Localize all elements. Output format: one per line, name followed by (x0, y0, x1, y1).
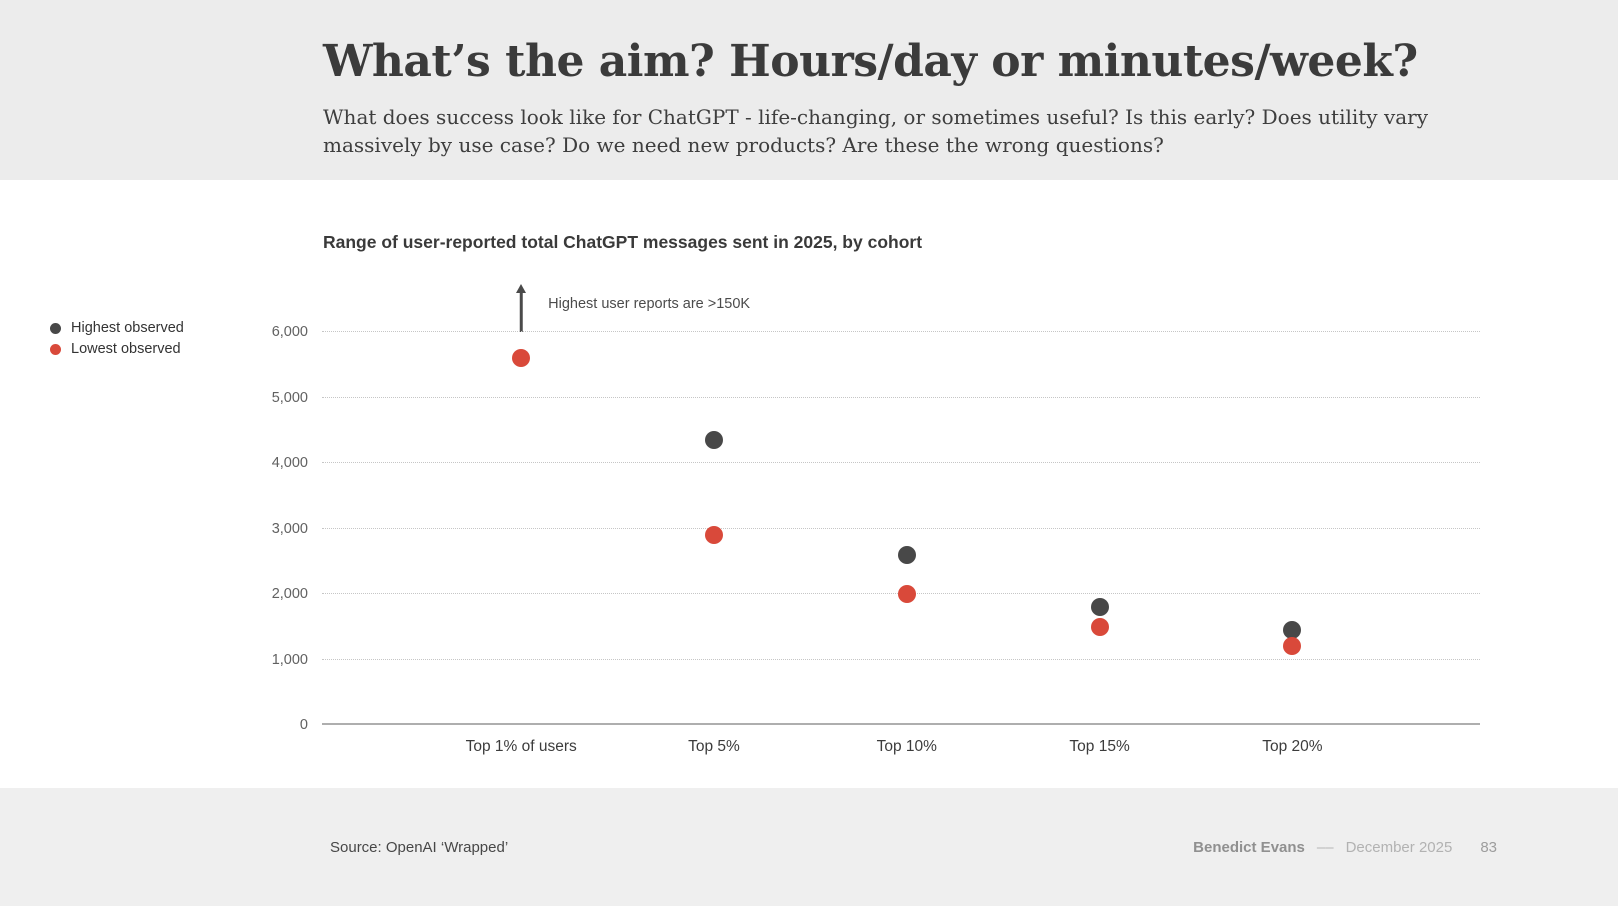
chart-legend: Highest observed Lowest observed (50, 320, 184, 357)
data-point (897, 545, 916, 564)
chart-section: Range of user-reported total ChatGPT mes… (0, 180, 1618, 788)
arrow-shaft (519, 291, 523, 332)
slide-header: What’s the aim? Hours/day or minutes/wee… (0, 0, 1618, 180)
y-axis-tick-label: 6,000 (271, 324, 308, 340)
x-axis-label: Top 5% (688, 738, 740, 755)
y-axis-tick-label: 2,000 (271, 586, 308, 603)
gridline: 6,000 (272, 324, 1480, 340)
slide-subtitle: What does success look like for ChatGPT … (323, 104, 1429, 157)
y-axis-tick-label: 0 (299, 717, 308, 733)
data-point (1090, 598, 1109, 617)
x-axis-label: Top 15% (1069, 738, 1130, 755)
plot-area: 0 1,000 2,000 3,000 4,000 5,000 6,000 Top 1% of… (272, 324, 1480, 755)
data-point (1283, 637, 1302, 656)
legend-dot-icon (50, 343, 61, 355)
x-axis-label: Top 1% of users (465, 738, 577, 755)
gridline: 5,000 (272, 390, 1480, 406)
y-axis-tick-label: 4,000 (271, 455, 308, 472)
legend-item: Highest observed (50, 320, 184, 336)
data-point (512, 349, 531, 368)
arrow-head (516, 284, 527, 293)
gridline: 1,000 (272, 652, 1480, 668)
legend-item: Lowest observed (50, 341, 184, 357)
chart-area: Highest user reports are >150K 0 1,000 2,0… (272, 270, 1480, 770)
chart-annotation: Highest user reports are >150K (548, 296, 751, 312)
gridline: 3,000 (272, 521, 1480, 537)
legend-label: Highest observed (71, 320, 184, 336)
slide-date: December 2025 (1345, 838, 1453, 856)
x-axis-line: 0 (300, 717, 1480, 733)
gridline: 4,000 (272, 455, 1480, 471)
slide-footer: Source: OpenAI ‘Wrapped’ Benedict Evans … (0, 788, 1618, 906)
source-note: Source: OpenAI ‘Wrapped’ (330, 838, 509, 856)
data-point (1090, 617, 1109, 636)
x-axis-label: Top 10% (876, 738, 937, 755)
data-point (1283, 621, 1302, 640)
data-point (897, 585, 916, 604)
arrow-up-icon (515, 284, 527, 332)
footer-separator: –– (1316, 838, 1334, 856)
author-name: Benedict Evans (1193, 838, 1305, 856)
y-axis-tick-label: 5,000 (271, 389, 308, 406)
page-number: 83 (1480, 838, 1497, 856)
data-point (704, 526, 723, 545)
legend-label: Lowest observed (71, 341, 181, 357)
x-axis-label: Top 20% (1262, 738, 1323, 755)
y-axis-tick-label: 1,000 (271, 651, 308, 668)
slide-title: What’s the aim? Hours/day or minutes/wee… (323, 36, 1418, 87)
y-axis-tick-label: 3,000 (271, 520, 308, 537)
chart-title: Range of user-reported total ChatGPT mes… (323, 232, 923, 252)
legend-dot-icon (50, 322, 61, 334)
footer-right: Benedict Evans –– December 2025 83 (1193, 839, 1497, 856)
data-point (704, 431, 723, 450)
